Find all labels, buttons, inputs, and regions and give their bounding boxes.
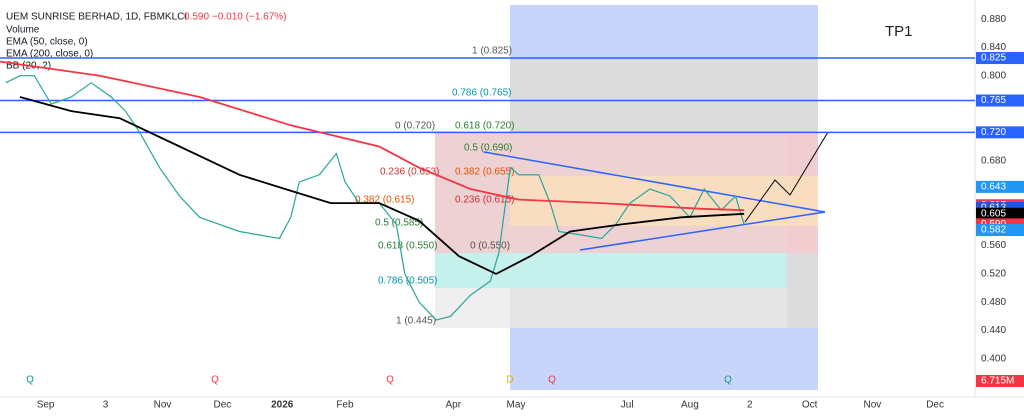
price-badge	[976, 52, 1024, 65]
x-tick-label: Feb	[336, 400, 354, 411]
y-tick-label: 0.520	[981, 269, 1006, 280]
price-badge	[976, 126, 1024, 139]
trend-lines	[483, 131, 829, 251]
fib-label: 0.236 (0.653)	[380, 167, 440, 178]
price-badge-label: 0.605	[981, 208, 1006, 219]
fib-gray	[435, 288, 787, 328]
price-badge-label: 0.720	[981, 127, 1006, 138]
last-price: 0.590	[184, 12, 209, 23]
volume-badge	[976, 375, 1024, 387]
change: −0.010 (−1.67%)	[212, 12, 287, 23]
fib-label: 0.786 (0.765)	[452, 88, 512, 99]
x-tick-label: May	[507, 400, 526, 411]
fib-label: 0.5 (0.585)	[375, 218, 423, 229]
x-tick-label: Sep	[37, 400, 55, 411]
price-badge	[976, 180, 1024, 193]
y-tick-label: 0.400	[981, 353, 1006, 364]
y-tick-label: 0.480	[981, 297, 1006, 308]
event: Q	[548, 375, 556, 386]
indicator: Volume	[6, 25, 40, 36]
y-tick-label: 0.560	[981, 240, 1006, 251]
price-badge-label: 0.643	[981, 182, 1006, 193]
y-tick-label: 0.840	[981, 42, 1006, 53]
fib-label: 0 (0.550)	[470, 241, 510, 252]
x-tick-label: Dec	[213, 400, 231, 411]
series-line	[0, 60, 745, 212]
x-tick-label: 2	[747, 400, 753, 411]
fib-label: 0.236 (0.615)	[455, 195, 515, 206]
fib-label: 1 (0.825)	[472, 46, 512, 57]
fib-label: 0.618 (0.720)	[455, 121, 515, 132]
event: Q	[211, 375, 219, 386]
x-tick-label: Nov	[863, 400, 881, 411]
projection	[744, 131, 829, 223]
x-tick-label: Aug	[681, 400, 699, 411]
volume-badge-label: 6.715M	[981, 376, 1014, 387]
x-tick-label: 2026	[271, 400, 294, 411]
indicator: EMA (50, close, 0)	[6, 37, 88, 48]
lower-trendline	[579, 211, 826, 251]
header: UEM SUNRISE BERHAD, 1D, FBMKLCI 0.590 −0…	[6, 12, 287, 72]
price-badge-label: 0.825	[981, 53, 1006, 64]
fib-label: 0.382 (0.655)	[455, 167, 515, 178]
price-badge	[976, 207, 1024, 220]
event: D	[506, 375, 513, 386]
event: Q	[386, 375, 394, 386]
indicator: EMA (200, close, 0)	[6, 49, 93, 60]
upper-trendline	[483, 151, 826, 213]
x-tick-label: Oct	[802, 400, 818, 411]
events: Q Q Q D Q Q	[26, 375, 732, 386]
event: Q	[26, 375, 34, 386]
x-tick-label: 3	[103, 400, 109, 411]
x-tick-label: Dec	[926, 400, 944, 411]
series-line	[19, 96, 745, 275]
y-tick-label: 0.880	[981, 14, 1006, 25]
fib-label: 0.786 (0.505)	[378, 276, 438, 287]
x-tick-label: Jul	[621, 400, 634, 411]
fib-label: 0.5 (0.690)	[464, 143, 512, 154]
target-label: TP1	[885, 23, 913, 40]
x-tick-label: Apr	[446, 400, 462, 411]
price-badge	[976, 94, 1024, 107]
fib-label: 0 (0.720)	[395, 121, 435, 132]
symbol: UEM SUNRISE BERHAD, 1D, FBMKLCI	[6, 12, 187, 23]
price-badge-label: 0.765	[981, 95, 1006, 106]
price-badge	[976, 224, 1024, 237]
price-badge-label: 0.582	[981, 225, 1006, 236]
fib-label: 0.618 (0.550)	[378, 241, 438, 252]
y-tick-label: 0.680	[981, 155, 1006, 166]
fib-labels: 1 (0.825) 0.786 (0.765) 0 (0.720) 0.618 …	[355, 46, 515, 327]
y-tick-label: 0.440	[981, 325, 1006, 336]
x-tick-label: Nov	[154, 400, 172, 411]
y-tick-label: 0.800	[981, 70, 1006, 81]
event: Q	[724, 375, 732, 386]
fib-label: 0.382 (0.615)	[355, 195, 415, 206]
fib-label: 1 (0.445)	[396, 316, 436, 327]
